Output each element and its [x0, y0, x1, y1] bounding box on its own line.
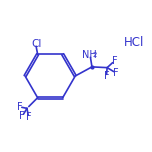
- Text: F: F: [104, 71, 109, 81]
- Text: Cl: Cl: [31, 39, 41, 49]
- Text: F: F: [19, 111, 24, 121]
- Text: F: F: [26, 112, 31, 122]
- Text: F: F: [112, 56, 117, 66]
- Text: HCl: HCl: [124, 36, 144, 49]
- Text: 2: 2: [93, 52, 97, 58]
- Text: F: F: [17, 102, 22, 112]
- Text: NH: NH: [82, 50, 97, 60]
- Text: F: F: [113, 68, 118, 78]
